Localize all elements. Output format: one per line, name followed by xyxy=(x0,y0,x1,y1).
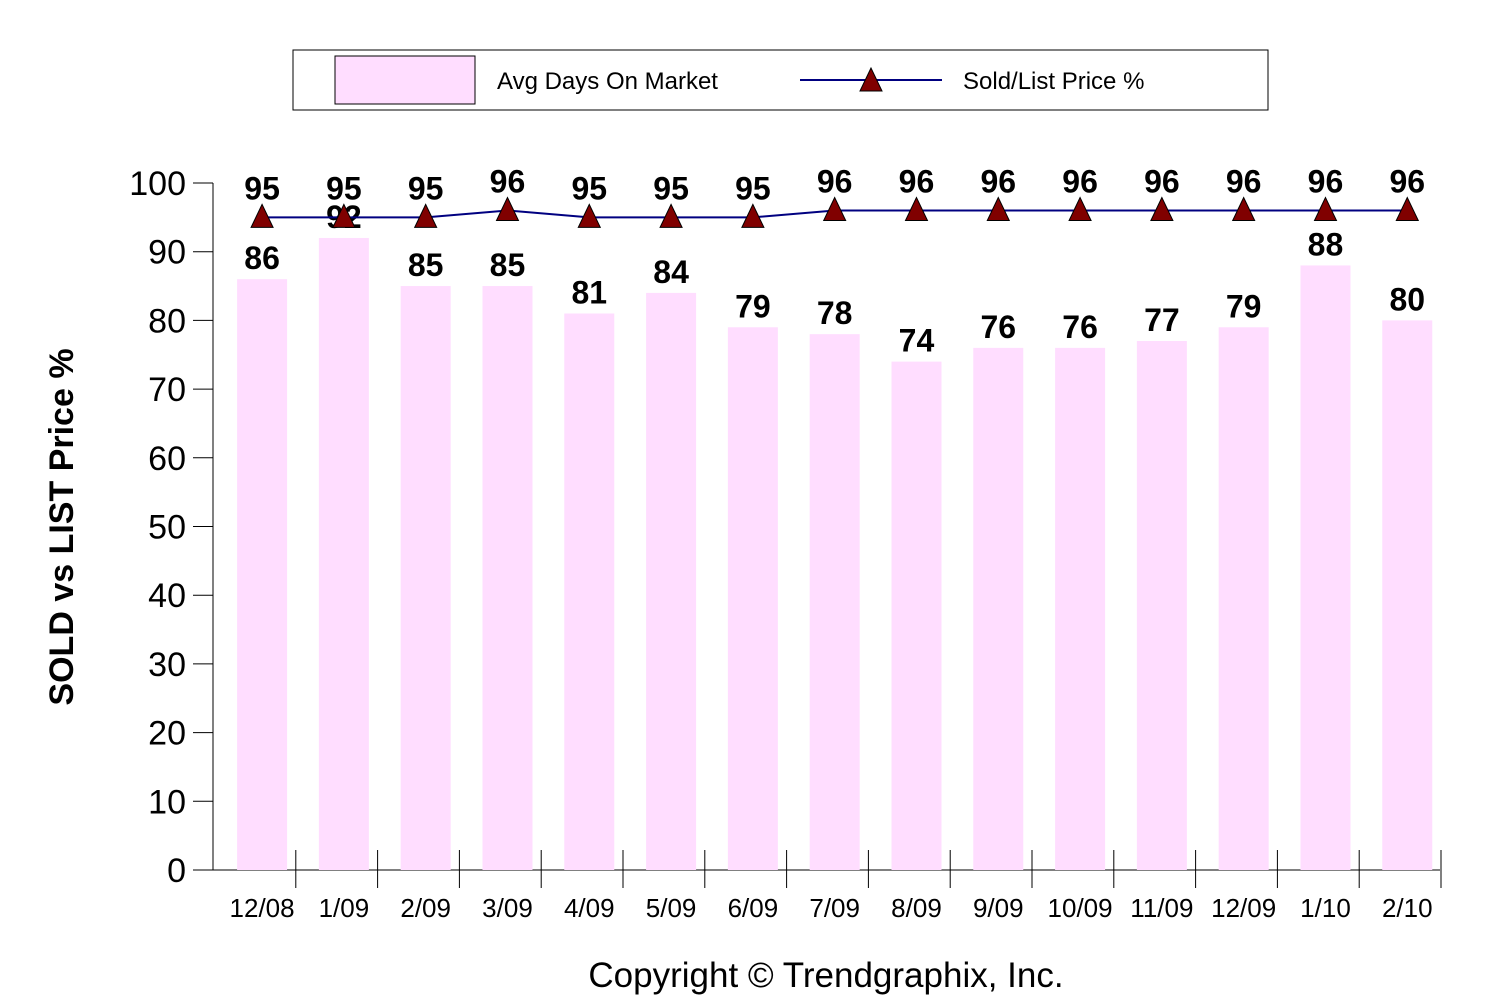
x-tick-label: 5/09 xyxy=(646,893,697,923)
bar xyxy=(1218,327,1269,870)
bar xyxy=(1382,320,1433,870)
triangle-marker xyxy=(413,203,438,228)
bar-data-label: 80 xyxy=(1389,281,1425,317)
y-tick-label: 10 xyxy=(148,783,186,821)
triangle-marker xyxy=(904,196,929,221)
triangle-marker xyxy=(1313,196,1338,221)
bar xyxy=(646,292,697,870)
line-data-label: 96 xyxy=(1144,163,1180,199)
bar xyxy=(400,286,451,870)
triangle-marker xyxy=(250,203,274,228)
bar xyxy=(1055,347,1106,870)
triangle-marker xyxy=(1395,196,1420,221)
bar-data-label: 79 xyxy=(735,288,771,324)
line-series: 95 95 95 96 95 95 95 96 96 96 96 96 96 96 96 xyxy=(244,163,1425,228)
legend-triangle-marker xyxy=(859,66,883,92)
y-tick-label: 20 xyxy=(148,715,186,753)
line-data-label: 96 xyxy=(980,163,1016,199)
y-axis-title: SOLD vs LIST Price % xyxy=(43,348,81,705)
y-ticks: 0 10 20 30 40 50 60 70 80 90 100 xyxy=(129,165,213,890)
x-tick-label: 7/09 xyxy=(809,893,860,923)
line-data-label: 96 xyxy=(1062,163,1098,199)
bar xyxy=(237,279,288,870)
legend-label-bar: Avg Days On Market xyxy=(497,68,718,95)
y-tick-label: 40 xyxy=(148,577,186,615)
triangle-marker xyxy=(495,196,520,221)
x-tick-label: 11/09 xyxy=(1130,893,1193,923)
bar xyxy=(1136,341,1187,870)
line-data-label: 96 xyxy=(490,163,526,199)
triangle-marker xyxy=(332,203,356,228)
bar-data-label: 78 xyxy=(817,295,853,331)
bar-data-label: 88 xyxy=(1308,226,1344,262)
y-tick-label: 50 xyxy=(148,509,186,547)
x-tick-label: 9/09 xyxy=(973,893,1024,923)
bar-data-label: 81 xyxy=(571,275,607,311)
triangle-marker xyxy=(986,196,1011,221)
triangle-marker xyxy=(1150,196,1174,221)
line-data-label: 96 xyxy=(817,163,853,199)
x-tick-label: 1/10 xyxy=(1300,893,1351,923)
legend: Avg Days On Market Sold/List Price % xyxy=(292,49,1269,111)
bar xyxy=(891,361,942,870)
bar xyxy=(482,286,533,870)
line-data-label: 95 xyxy=(571,170,607,206)
bar xyxy=(564,313,615,870)
bar-data-label: 84 xyxy=(653,254,689,290)
triangle-marker xyxy=(659,203,683,228)
bar xyxy=(1300,265,1351,870)
line-data-label: 96 xyxy=(1308,163,1344,199)
bar-data-label: 86 xyxy=(244,240,280,276)
x-ticks: 12/08 1/09 2/09 3/09 4/09 5/09 6/09 7/09 8/09 9/0… xyxy=(230,850,1442,923)
y-tick-label: 90 xyxy=(148,234,186,272)
line-data-label: 96 xyxy=(1389,163,1425,199)
y-tick-label: 80 xyxy=(148,302,186,340)
copyright-text: Copyright © Trendgraphix, Inc. xyxy=(588,956,1063,995)
x-tick-label: 6/09 xyxy=(728,893,779,923)
bar-data-label: 77 xyxy=(1144,302,1180,338)
x-tick-label: 2/09 xyxy=(400,893,451,923)
bar-data-label: 85 xyxy=(490,247,526,283)
y-tick-label: 30 xyxy=(148,646,186,684)
triangle-marker xyxy=(822,196,847,221)
x-tick-label: 12/09 xyxy=(1211,893,1276,923)
line-data-label: 96 xyxy=(1226,163,1262,199)
line-data-label: 95 xyxy=(244,170,280,206)
bar-data-label: 76 xyxy=(980,309,1016,345)
bar xyxy=(809,334,860,870)
legend-bar-swatch xyxy=(334,55,476,105)
triangle-marker xyxy=(1068,196,1092,221)
x-tick-label: 10/09 xyxy=(1048,893,1113,923)
bar-data-label: 76 xyxy=(1062,309,1098,345)
triangle-marker xyxy=(1231,196,1256,221)
bar-data-label: 79 xyxy=(1226,288,1262,324)
bar xyxy=(727,327,778,870)
line-data-label: 95 xyxy=(326,170,362,206)
bar xyxy=(318,237,369,870)
y-tick-label: 0 xyxy=(167,852,186,890)
bar xyxy=(973,347,1024,870)
line-data-label: 95 xyxy=(408,170,444,206)
x-tick-label: 1/09 xyxy=(319,893,370,923)
y-tick-label: 60 xyxy=(148,440,186,478)
legend-label-line: Sold/List Price % xyxy=(963,68,1144,95)
bar-data-label: 85 xyxy=(408,247,444,283)
y-tick-label: 100 xyxy=(129,165,186,203)
triangle-marker xyxy=(577,203,602,228)
x-tick-label: 3/09 xyxy=(482,893,533,923)
line-data-label: 95 xyxy=(653,170,689,206)
x-tick-label: 12/08 xyxy=(230,893,295,923)
line-data-label: 96 xyxy=(899,163,935,199)
x-tick-label: 2/10 xyxy=(1382,893,1433,923)
bar-data-label: 74 xyxy=(899,323,935,359)
x-tick-label: 8/09 xyxy=(891,893,942,923)
bars: 869285858184797874767677798880 xyxy=(237,199,1433,870)
triangle-marker xyxy=(741,203,765,228)
line-data-label: 95 xyxy=(735,170,771,206)
y-tick-label: 70 xyxy=(148,371,186,409)
x-tick-label: 4/09 xyxy=(564,893,615,923)
